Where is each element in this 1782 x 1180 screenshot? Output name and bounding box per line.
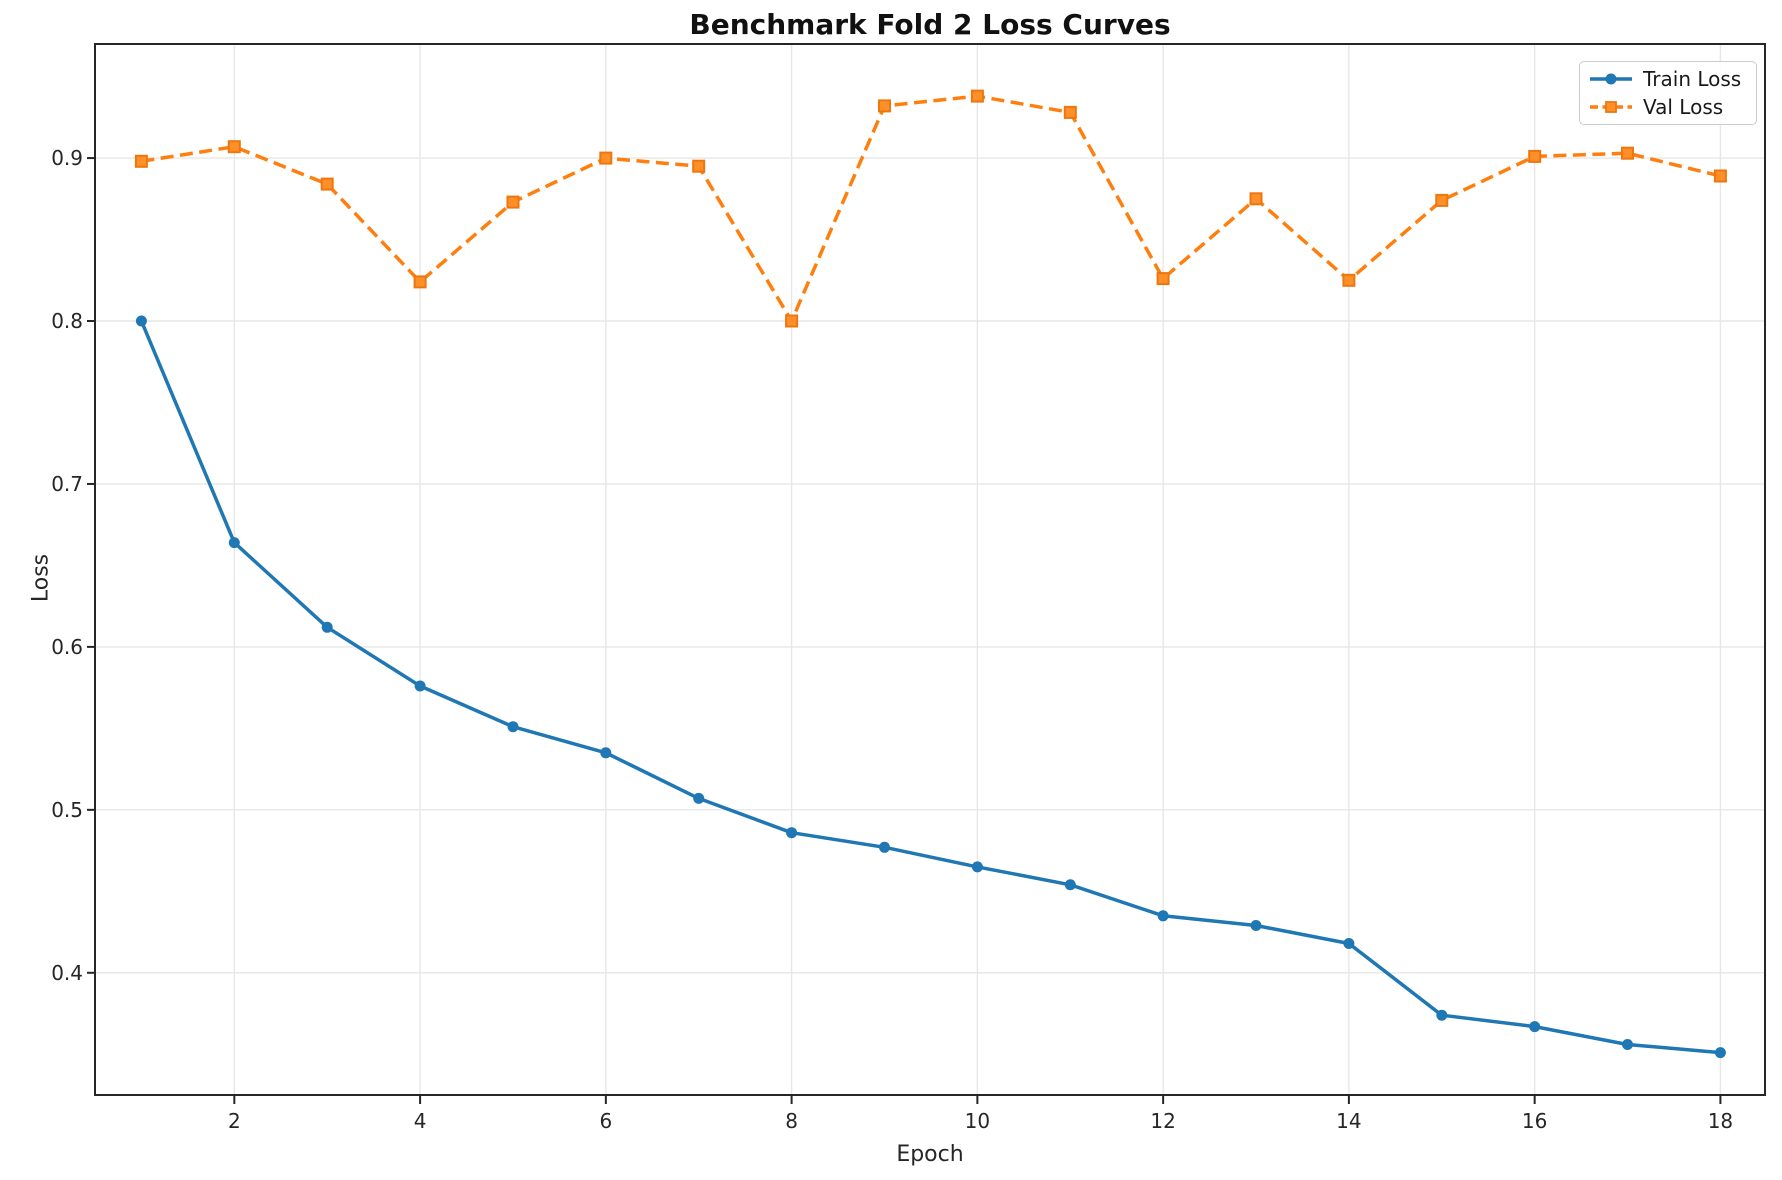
y-axis-label: Loss [28,553,54,603]
svg-text:14: 14 [1336,1109,1361,1133]
svg-text:0.7: 0.7 [51,472,83,496]
x-axis-ticks: 2 4 6 8 10 12 14 16 18 [228,1096,1733,1133]
legend-label: Train Loss [1643,67,1742,91]
grid [95,44,1765,1095]
legend-label: Val Loss [1643,95,1724,119]
legend-entry-train-loss: Train Loss [1588,65,1748,93]
svg-text:0.9: 0.9 [51,146,83,170]
svg-text:18: 18 [1708,1109,1733,1133]
svg-text:0.4: 0.4 [51,961,83,985]
plot-spines [94,43,1766,1096]
train-loss-series [135,315,1726,1059]
x-axis-label: Epoch [896,1142,964,1167]
svg-text:4: 4 [414,1109,427,1133]
svg-text:2: 2 [228,1109,241,1133]
svg-text:12: 12 [1150,1109,1175,1133]
legend: Train Loss Val Loss [1579,61,1757,125]
legend-swatch-square [1590,101,1632,113]
svg-text:10: 10 [965,1109,990,1133]
val-loss-series [134,89,1727,328]
svg-text:0.5: 0.5 [51,798,83,822]
svg-text:0.6: 0.6 [51,635,83,659]
svg-text:6: 6 [599,1109,612,1133]
legend-entry-val-loss: Val Loss [1588,93,1748,121]
svg-text:8: 8 [785,1109,798,1133]
svg-text:0.8: 0.8 [51,309,83,333]
legend-swatch-circle [1590,73,1632,85]
svg-text:16: 16 [1522,1109,1547,1133]
chart-title: Benchmark Fold 2 Loss Curves [689,8,1171,41]
y-axis-ticks: 0.4 0.5 0.6 0.7 0.8 0.9 [51,146,95,985]
